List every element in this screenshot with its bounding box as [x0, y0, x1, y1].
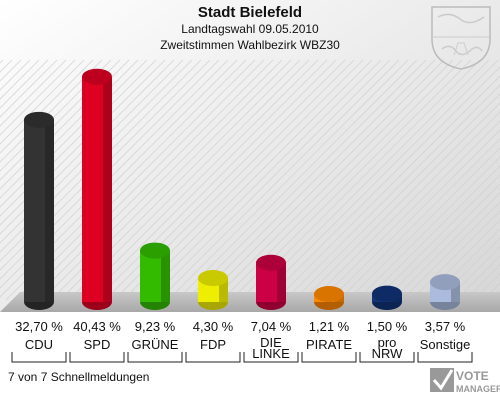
value-label: 1,21 % — [309, 319, 350, 334]
bar-sonstige — [430, 274, 460, 310]
value-label: 32,70 % — [15, 319, 63, 334]
category-underline — [127, 352, 183, 363]
category-label: PIRATE — [306, 337, 352, 352]
category-underline — [69, 352, 125, 363]
category-label: pro NRW — [372, 335, 404, 361]
logo-text-top: VOTE — [456, 369, 489, 383]
bar-die-linke — [256, 254, 286, 310]
bar-cdu — [24, 111, 54, 310]
category-labels-group: CDU SPD GRÜNE FDP DIE LINKE PIRATE pro NRW Sonsti… — [11, 335, 473, 363]
checkmark-logo-icon — [430, 368, 454, 392]
category-label: CDU — [25, 337, 53, 352]
bar-grüne — [140, 242, 170, 310]
value-labels-group: 32,70 % 40,43 % 9,23 % 4,30 % 7,04 % 1,21 % 1,… — [15, 319, 466, 334]
category-underline — [359, 352, 415, 363]
value-label: 1,50 % — [367, 319, 408, 334]
bar-pro-nrw — [372, 285, 402, 310]
logo-text-bottom: MANAGER — [456, 384, 500, 394]
value-label: 40,43 % — [73, 319, 121, 334]
category-label: GRÜNE — [132, 337, 179, 352]
chart-subtitle-district: Zweitstimmen Wahlbezirk WBZ30 — [160, 38, 340, 52]
value-label: 9,23 % — [135, 319, 176, 334]
category-label: Sonstige — [420, 337, 471, 352]
category-underline — [243, 352, 299, 363]
chart-subtitle-date: Landtagswahl 09.05.2010 — [181, 22, 319, 36]
category-label: DIE LINKE — [252, 335, 290, 361]
votemanager-logo: VOTE MANAGER — [430, 368, 500, 394]
category-label: FDP — [200, 337, 226, 352]
category-underline — [417, 352, 473, 363]
category-underline — [11, 352, 67, 363]
bar-fdp — [198, 270, 228, 310]
value-label: 4,30 % — [193, 319, 234, 334]
category-label: SPD — [84, 337, 111, 352]
bar-spd — [82, 68, 112, 310]
bars-group — [24, 68, 460, 310]
value-label: 7,04 % — [251, 319, 292, 334]
category-underline — [185, 352, 241, 363]
bar-pirate — [314, 286, 344, 310]
footer-note: 7 von 7 Schnellmeldungen — [8, 370, 149, 384]
chart-title: Stadt Bielefeld — [198, 4, 302, 21]
category-underline — [301, 352, 357, 363]
value-label: 3,57 % — [425, 319, 466, 334]
nrw-coat-of-arms-icon — [431, 6, 491, 70]
